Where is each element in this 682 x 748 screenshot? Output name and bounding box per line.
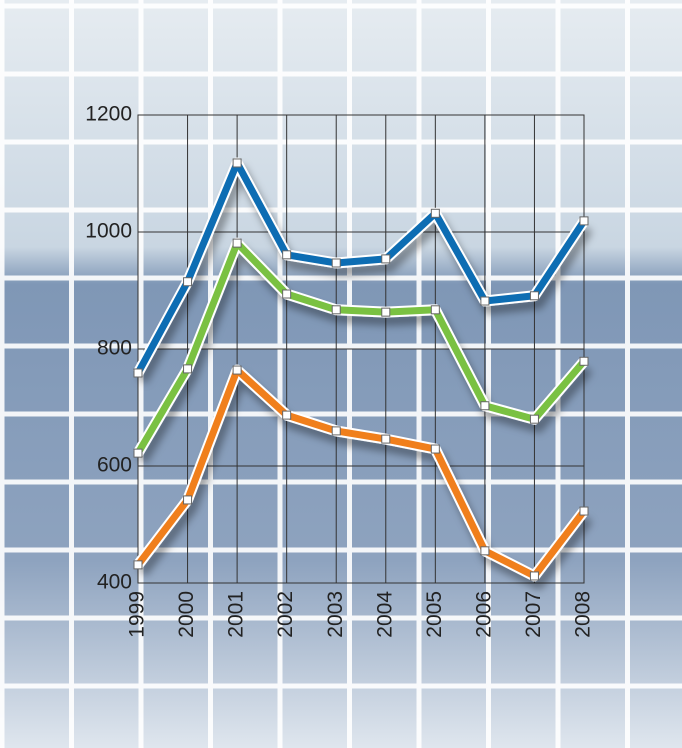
point [282,250,292,260]
y-tick-label: 800 [97,337,132,360]
point [232,158,242,168]
series [133,364,589,582]
point [381,307,391,317]
x-tick-label: 2008 [572,591,595,638]
x-tick-label: 2006 [472,591,495,638]
point [579,506,589,516]
point [579,216,589,226]
y-tick-label: 1000 [85,220,132,243]
x-tick-label: 2002 [274,591,297,638]
point [480,401,490,411]
y-tick-label: 1200 [85,103,132,126]
x-tick-label: 2005 [423,591,446,638]
plot-border [137,114,585,584]
point [232,238,242,248]
x-tick-label: 1999 [126,591,149,638]
point [579,356,589,366]
point [232,365,242,375]
line [134,239,587,455]
labels: 400 600 800 1000 1200 1999 2000 2001 2002 2003 200… [85,103,594,638]
point [282,410,292,420]
point [529,571,539,581]
point [480,296,490,306]
point [331,426,341,436]
y-tick-label: 600 [97,454,132,477]
x-tick-label: 2003 [324,591,347,638]
line [134,159,587,375]
point [331,258,341,268]
point [133,368,143,378]
point [183,364,193,374]
point [282,289,292,299]
x-tick-label: 2004 [373,591,396,638]
point [183,495,193,505]
point [430,305,440,315]
point [331,305,341,315]
point [381,254,391,264]
point [133,560,143,570]
y-tick-label: 400 [97,571,132,594]
line [135,366,587,580]
point [529,414,539,424]
x-tick-label: 2000 [175,591,198,638]
point [480,546,490,556]
point [430,208,440,218]
point [183,277,193,287]
x-tick-label: 2007 [522,591,545,638]
x-tick-label: 2001 [225,591,248,638]
lines [133,157,589,582]
point [529,291,539,301]
series [133,237,589,456]
point [381,434,391,444]
point [133,448,143,458]
series [133,157,589,376]
point [430,444,440,454]
